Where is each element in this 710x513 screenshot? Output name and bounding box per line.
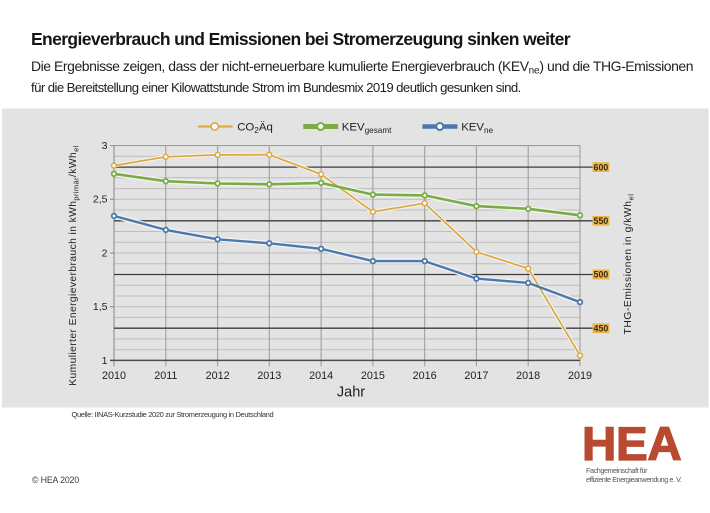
svg-text:2012: 2012 <box>206 370 230 382</box>
svg-text:2011: 2011 <box>154 370 177 382</box>
svg-text:1,5: 1,5 <box>93 301 108 313</box>
svg-text:1: 1 <box>102 355 108 367</box>
svg-text:THG-Emissionen in g/kWhel: THG-Emissionen in g/kWhel <box>623 194 636 335</box>
svg-text:Kumulierter Energieverbrauch i: Kumulierter Energieverbrauch in kWhprimä… <box>68 145 81 385</box>
svg-text:2016: 2016 <box>413 370 437 382</box>
svg-text:2: 2 <box>102 247 108 259</box>
svg-text:2018: 2018 <box>516 370 540 382</box>
svg-text:550: 550 <box>594 216 609 226</box>
svg-text:2010: 2010 <box>102 370 126 382</box>
svg-text:450: 450 <box>594 323 609 333</box>
svg-text:500: 500 <box>594 270 609 280</box>
svg-text:2017: 2017 <box>464 370 488 382</box>
svg-text:3: 3 <box>102 140 108 152</box>
svg-text:CO2Äq: CO2Äq <box>237 122 273 135</box>
svg-text:2013: 2013 <box>257 370 281 382</box>
svg-text:2019: 2019 <box>568 370 592 382</box>
svg-text:600: 600 <box>594 162 609 172</box>
svg-text:Quelle: IINAS-Kurzstudie 2020: Quelle: IINAS-Kurzstudie 2020 zur Strome… <box>72 410 274 419</box>
svg-text:2,5: 2,5 <box>93 194 108 206</box>
svg-text:Jahr: Jahr <box>337 385 365 401</box>
svg-text:2014: 2014 <box>309 370 333 382</box>
svg-text:2015: 2015 <box>361 370 385 382</box>
